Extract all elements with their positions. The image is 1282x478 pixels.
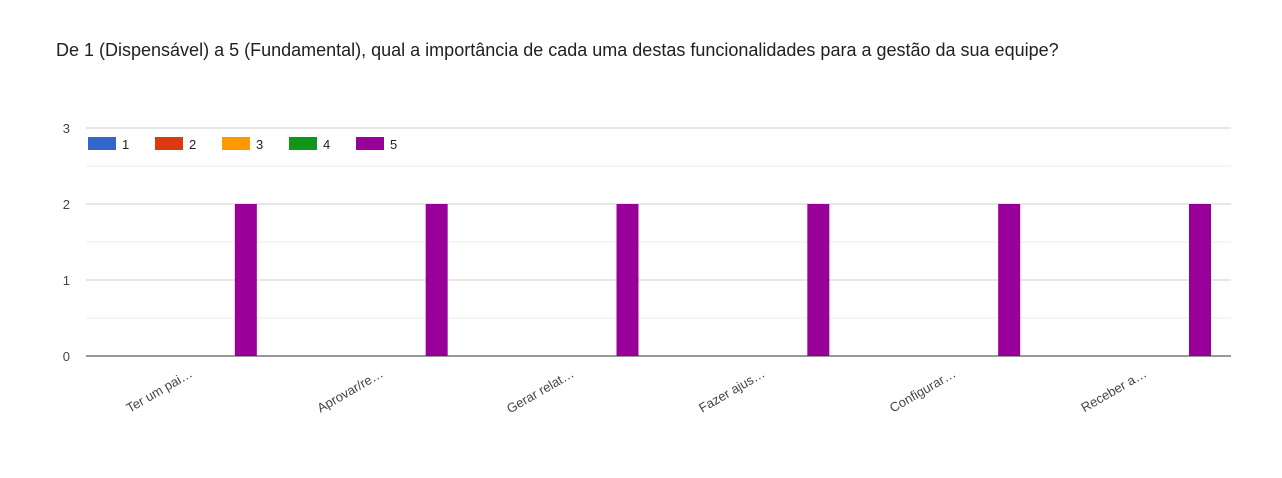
x-category-label: Gerar relat… <box>504 366 577 417</box>
legend: 1 2 3 4 5 <box>88 137 397 152</box>
bar-5-4 <box>998 204 1021 356</box>
y-tick-label: 3 <box>63 121 70 136</box>
legend-swatch-1 <box>88 137 116 150</box>
y-axis-ticks: 0 1 2 3 <box>63 121 70 364</box>
legend-label: 3 <box>256 137 263 152</box>
y-tick-label: 0 <box>63 349 70 364</box>
legend-label: 2 <box>189 137 196 152</box>
legend-swatch-2 <box>155 137 183 150</box>
x-axis-categories: Ter um pai… Aprovar/re… Gerar relat… Fazer … <box>124 366 1149 417</box>
bars <box>234 204 1211 356</box>
x-category-label: Receber a… <box>1078 366 1149 415</box>
x-category-label: Fazer ajus… <box>696 366 767 416</box>
legend-swatch-3 <box>222 137 250 150</box>
bar-5-0 <box>234 204 257 356</box>
bar-5-2 <box>616 204 639 356</box>
x-category-label: Aprovar/re… <box>314 366 385 416</box>
bar-5-3 <box>807 204 830 356</box>
y-tick-label: 1 <box>63 273 70 288</box>
legend-label: 5 <box>390 137 397 152</box>
legend-label: 4 <box>323 137 330 152</box>
chart-title: De 1 (Dispensável) a 5 (Fundamental), qu… <box>56 40 1059 60</box>
bar-5-5 <box>1189 204 1211 356</box>
y-tick-label: 2 <box>63 197 70 212</box>
gridlines <box>86 127 1231 319</box>
x-category-label: Ter um pai… <box>124 366 195 416</box>
bar-5-1 <box>425 204 448 356</box>
legend-label: 1 <box>122 137 129 152</box>
legend-swatch-5 <box>356 137 384 150</box>
x-category-label: Configurar… <box>887 366 958 416</box>
legend-swatch-4 <box>289 137 317 150</box>
